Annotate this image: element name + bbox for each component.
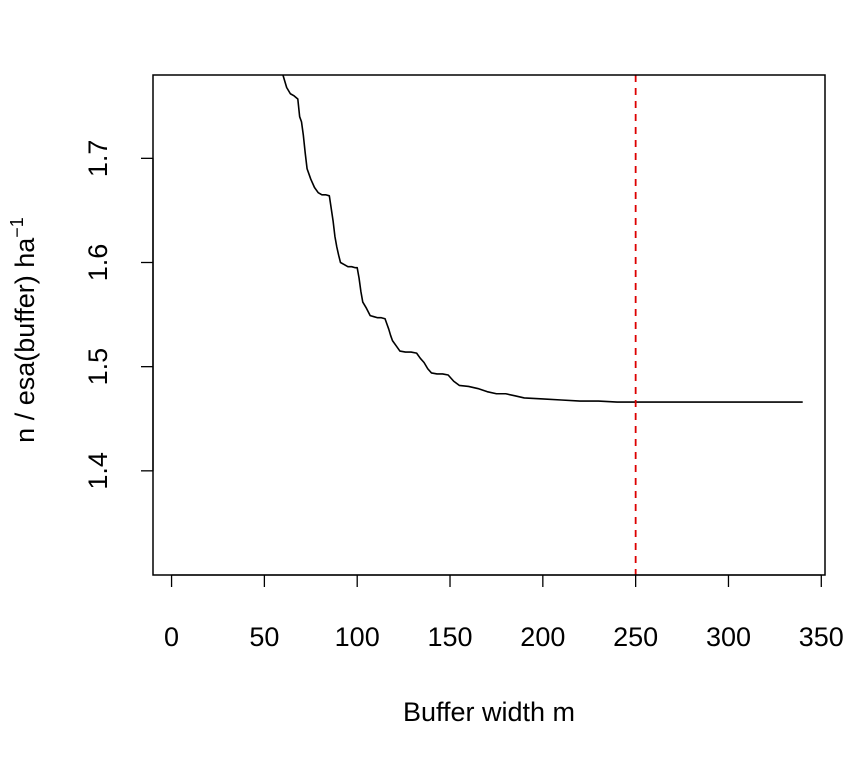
x-tick-label: 300 bbox=[706, 622, 751, 652]
y-axis-label-superscript: −1 bbox=[7, 217, 27, 238]
series-line-0 bbox=[282, 75, 803, 403]
y-axis-label-main: n / esa(buffer) ha bbox=[10, 237, 40, 443]
y-axis-label-group: n / esa(buffer) ha−1 bbox=[7, 217, 40, 443]
y-tick-label: 1.7 bbox=[83, 140, 113, 178]
y-axis-label: n / esa(buffer) ha−1 bbox=[7, 217, 40, 443]
x-tick-label: 50 bbox=[249, 622, 279, 652]
x-tick-label: 350 bbox=[799, 622, 844, 652]
x-axis: 0 50 100 150 200 250 300 350 bbox=[164, 574, 844, 652]
series-layer bbox=[282, 75, 803, 403]
y-tick-label: 1.4 bbox=[83, 452, 113, 490]
x-tick-label: 0 bbox=[164, 622, 179, 652]
y-tick-label: 1.5 bbox=[83, 348, 113, 386]
x-tick-label: 100 bbox=[335, 622, 380, 652]
x-axis-label: Buffer width m bbox=[403, 697, 575, 727]
plot-frame bbox=[152, 74, 826, 576]
x-tick-label: 250 bbox=[613, 622, 658, 652]
x-tick-label: 200 bbox=[520, 622, 565, 652]
x-tick-label: 150 bbox=[427, 622, 472, 652]
y-tick-label: 1.6 bbox=[83, 244, 113, 282]
y-axis: 1.4 1.5 1.6 1.7 bbox=[83, 140, 154, 490]
